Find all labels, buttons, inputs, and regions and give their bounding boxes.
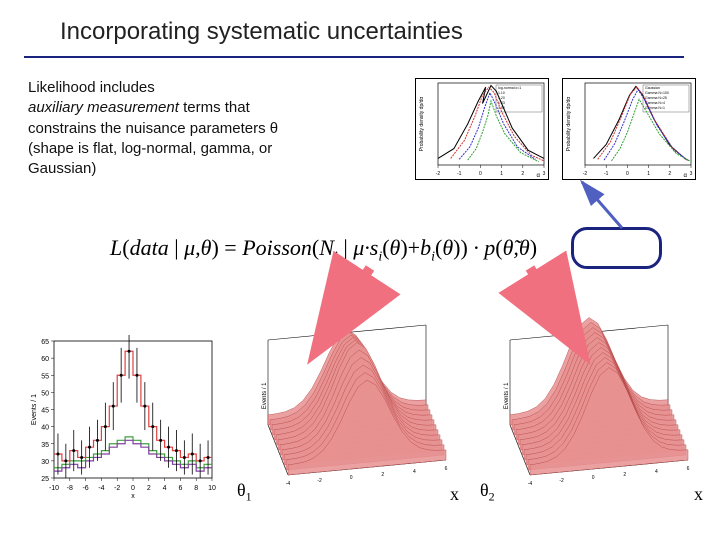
svg-text:log-normal κ=1: log-normal κ=1: [498, 86, 521, 90]
svg-text:-2: -2: [436, 171, 441, 177]
svg-text:65: 65: [41, 339, 49, 346]
svg-text:50: 50: [41, 390, 49, 397]
svg-text:6: 6: [687, 466, 690, 472]
svg-text:Gaussian: Gaussian: [645, 86, 660, 90]
svg-text:-4: -4: [528, 481, 533, 487]
slide-title: Incorporating systematic uncertainties: [60, 18, 463, 46]
svg-text:3: 3: [690, 171, 693, 177]
svg-text:1: 1: [500, 171, 503, 177]
svg-text:0: 0: [131, 485, 135, 492]
svg-text:1.10: 1.10: [498, 91, 505, 95]
para-line4: (shape is flat, log-normal, gamma, or: [28, 140, 272, 157]
para-line2-italic: auxiliary measurement: [28, 99, 179, 116]
para-line1: Likelihood includes: [28, 79, 155, 96]
svg-text:0: 0: [350, 475, 353, 481]
svg-text:25: 25: [41, 476, 49, 483]
svg-text:Probability density dp/dα: Probability density dp/dα: [566, 97, 572, 152]
svg-text:Events / 1: Events / 1: [262, 382, 268, 409]
theta2-label: θ2: [480, 480, 495, 505]
svg-text:6: 6: [178, 485, 182, 492]
theta1-label: θ1: [237, 480, 252, 505]
linegraph-gamma: -2 -1 0 1 2 3 Probability density dp/dα α Gaussi…: [562, 78, 696, 180]
svg-text:45: 45: [41, 408, 49, 415]
svg-text:-4: -4: [98, 485, 104, 492]
svg-text:60: 60: [41, 356, 49, 363]
svg-text:4: 4: [655, 469, 658, 475]
svg-text:-1: -1: [604, 171, 609, 177]
svg-text:40: 40: [41, 425, 49, 432]
svg-text:10: 10: [208, 485, 216, 492]
svg-text:2: 2: [381, 472, 384, 478]
svg-text:2: 2: [668, 171, 671, 177]
svg-text:35: 35: [41, 442, 49, 449]
svg-text:α: α: [537, 173, 541, 179]
svg-text:3: 3: [543, 171, 546, 177]
svg-text:6: 6: [445, 466, 448, 472]
svg-text:Events / 1: Events / 1: [31, 394, 38, 425]
svg-text:4: 4: [413, 469, 416, 475]
likelihood-formula: L(data | μ,θ) = Poisson(Ni | μ·si(θ)+bi(…: [110, 235, 537, 265]
svg-text:1: 1: [647, 171, 650, 177]
svg-text:55: 55: [41, 373, 49, 380]
svg-text:-4: -4: [286, 481, 291, 487]
svg-text:2: 2: [521, 171, 524, 177]
svg-text:2: 2: [623, 472, 626, 478]
svg-text:-10: -10: [49, 485, 59, 492]
svg-text:-2: -2: [559, 478, 564, 484]
para-line5: Gaussian): [28, 160, 96, 177]
svg-text:α: α: [684, 173, 688, 179]
svg-text:4: 4: [163, 485, 167, 492]
svg-text:Events / 1: Events / 1: [504, 382, 510, 409]
svg-text:0: 0: [592, 475, 595, 481]
svg-text:Gamma N=100: Gamma N=100: [645, 91, 669, 95]
svg-text:-2: -2: [583, 171, 588, 177]
plot3d-theta1: Events / 1 -4 -2 0 2 4 6: [258, 315, 466, 505]
svg-text:Gamma N=25: Gamma N=25: [645, 96, 667, 100]
svg-text:0: 0: [626, 171, 629, 177]
svg-text:0: 0: [479, 171, 482, 177]
prior-term-highlight: [571, 227, 662, 269]
body-paragraph: Likelihood includes auxiliary measuremen…: [28, 78, 388, 179]
x2-label: x: [694, 484, 703, 505]
svg-text:8: 8: [194, 485, 198, 492]
svg-text:-6: -6: [82, 485, 88, 492]
svg-text:Probability density dp/dα: Probability density dp/dα: [419, 97, 425, 152]
svg-text:30: 30: [41, 459, 49, 466]
para-line3: constrains the nuisance parameters θ: [28, 120, 278, 137]
svg-text:-1: -1: [457, 171, 462, 177]
x1-label: x: [450, 484, 459, 505]
para-line2-rest: terms that: [179, 99, 250, 116]
histogram-events: 25 30 35 40 45 50 55 60 65 -10 -8 -6 -4 -2 0 2 4 6 8 10 Even…: [28, 335, 218, 500]
title-underline: [24, 56, 684, 58]
svg-text:2: 2: [147, 485, 151, 492]
svg-text:-8: -8: [67, 485, 73, 492]
svg-text:-2: -2: [317, 478, 322, 484]
plot3d-theta2: Events / 1 -4 -2 0 2 4 6: [500, 315, 708, 505]
svg-text:-2: -2: [114, 485, 120, 492]
svg-text:x: x: [131, 493, 135, 500]
linegraph-lognormal: -2 -1 0 1 2 3 Probability density dp/dα α log-no…: [415, 78, 549, 180]
